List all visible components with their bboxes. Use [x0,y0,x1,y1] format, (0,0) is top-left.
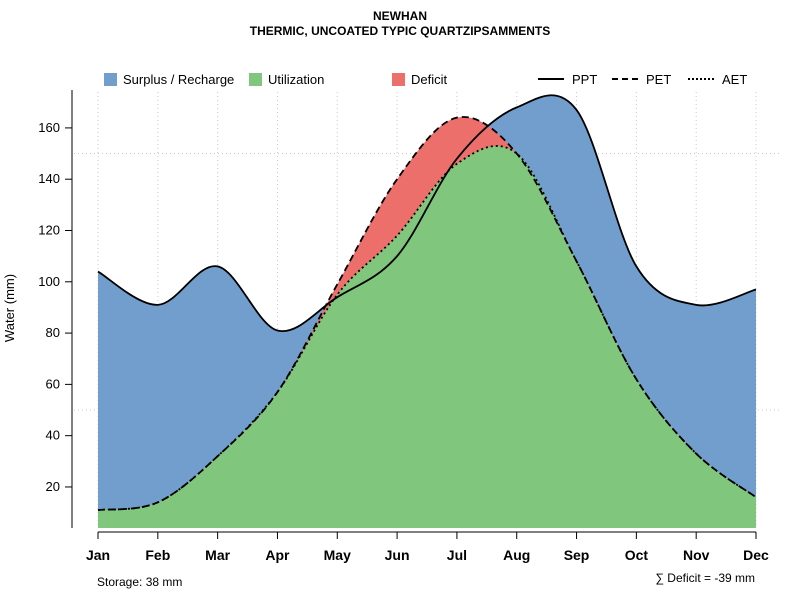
y-tick-label: 120 [38,222,60,237]
legend-item-utilization: Utilization [249,71,324,87]
utilization-area [98,145,756,529]
x-tick-label-oct: Oct [625,547,649,563]
y-tick-label: 60 [46,376,60,391]
x-tick-label-aug: Aug [503,547,530,563]
x-tick-label-sep: Sep [564,547,590,563]
legend-line-ppt [538,78,564,80]
legend-label-deficit: Deficit [411,71,448,87]
x-tick-label-nov: Nov [683,547,710,563]
legend-label-aet: AET [722,71,748,87]
storage-annotation: Storage: 38 mm [97,575,183,589]
y-tick-label: 140 [38,171,60,186]
x-tick-label-mar: Mar [205,547,230,563]
legend-label-ppt: PPT [572,71,598,87]
legend-line-aet [688,78,714,80]
x-tick-label-jul: Jul [447,547,467,563]
x-tick-label-feb: Feb [145,547,170,563]
y-tick-label: 20 [46,479,60,494]
legend-label-surplus: Surplus / Recharge [123,71,235,87]
legend-item-ppt: PPT [538,71,597,87]
chart-subtitle: THERMIC, UNCOATED TYPIC QUARTZIPSAMMENTS [249,24,551,38]
legend-line-pet [612,78,638,80]
x-tick-label-may: May [324,547,351,563]
chart-title: NEWHAN [373,9,427,23]
y-tick-label: 80 [46,325,60,340]
series-line-pet [97,116,757,511]
deficit-annotation: ∑ Deficit = -39 mm [655,571,755,585]
legend-item-pet: PET [612,71,671,87]
y-tick-label: 100 [38,274,60,289]
y-tick-label: 40 [46,428,60,443]
y-tick-label: 160 [38,120,60,135]
x-tick-label-dec: Dec [743,547,769,563]
series-line-ppt [97,94,757,333]
legend-item-aet: AET [688,71,747,87]
y-axis-label: Water (mm) [2,274,17,342]
legend-swatch-utilization [249,72,262,86]
x-tick-label-apr: Apr [265,547,290,563]
legend-item-surplus: Surplus / Recharge [104,71,234,87]
legend-label-pet: PET [646,71,672,87]
legend-swatch-deficit [392,72,405,86]
x-tick-label-jun: Jun [385,547,410,563]
legend-swatch-surplus [104,72,117,86]
series-line-aet [97,145,757,511]
x-tick-label-jan: Jan [86,547,110,563]
legend-item-deficit: Deficit [392,71,447,87]
legend-label-utilization: Utilization [268,71,325,87]
